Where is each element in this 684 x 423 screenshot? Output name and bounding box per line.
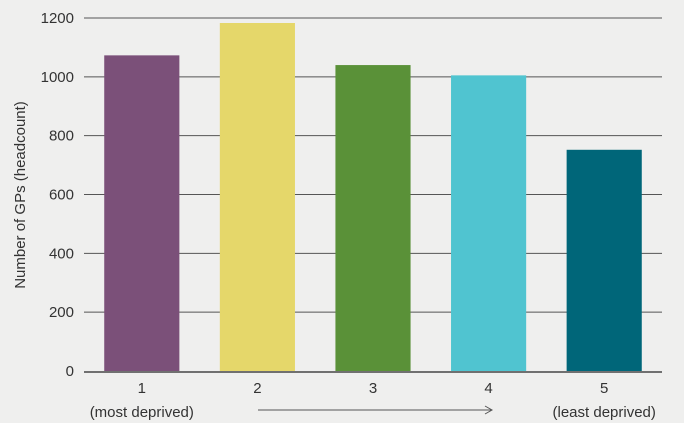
y-tick-label: 800 [49, 128, 74, 145]
x-tick-label: 5 [600, 380, 608, 397]
x-tick-label: 1 [138, 380, 146, 397]
y-tick-label: 600 [49, 187, 74, 204]
bar-3 [335, 65, 411, 372]
x-tick-labels: 1 (most deprived) 2 3 4 5 (least deprived) [90, 380, 656, 421]
x-tick-label: 3 [369, 380, 377, 397]
y-tick-label: 0 [66, 363, 74, 380]
y-tick-label: 1000 [41, 69, 74, 86]
x-tick-label: 2 [253, 380, 261, 397]
x-tick-label: 4 [484, 380, 492, 397]
bar-5 [566, 149, 642, 371]
y-tick-label: 1200 [41, 10, 74, 27]
bars [104, 23, 642, 372]
bar-1 [104, 55, 180, 372]
y-tick-label: 200 [49, 304, 74, 321]
bar-4 [451, 75, 527, 372]
x-tick-sublabel: (least deprived) [553, 404, 656, 421]
x-tick-sublabel: (most deprived) [90, 404, 194, 421]
y-tick-label: 400 [49, 245, 74, 262]
y-tick-labels: 0 200 400 600 800 1000 1200 [41, 10, 74, 380]
deprivation-arrow [258, 405, 494, 415]
y-axis-label: Number of GPs (headcount) [12, 101, 29, 289]
bar-2 [219, 23, 295, 372]
